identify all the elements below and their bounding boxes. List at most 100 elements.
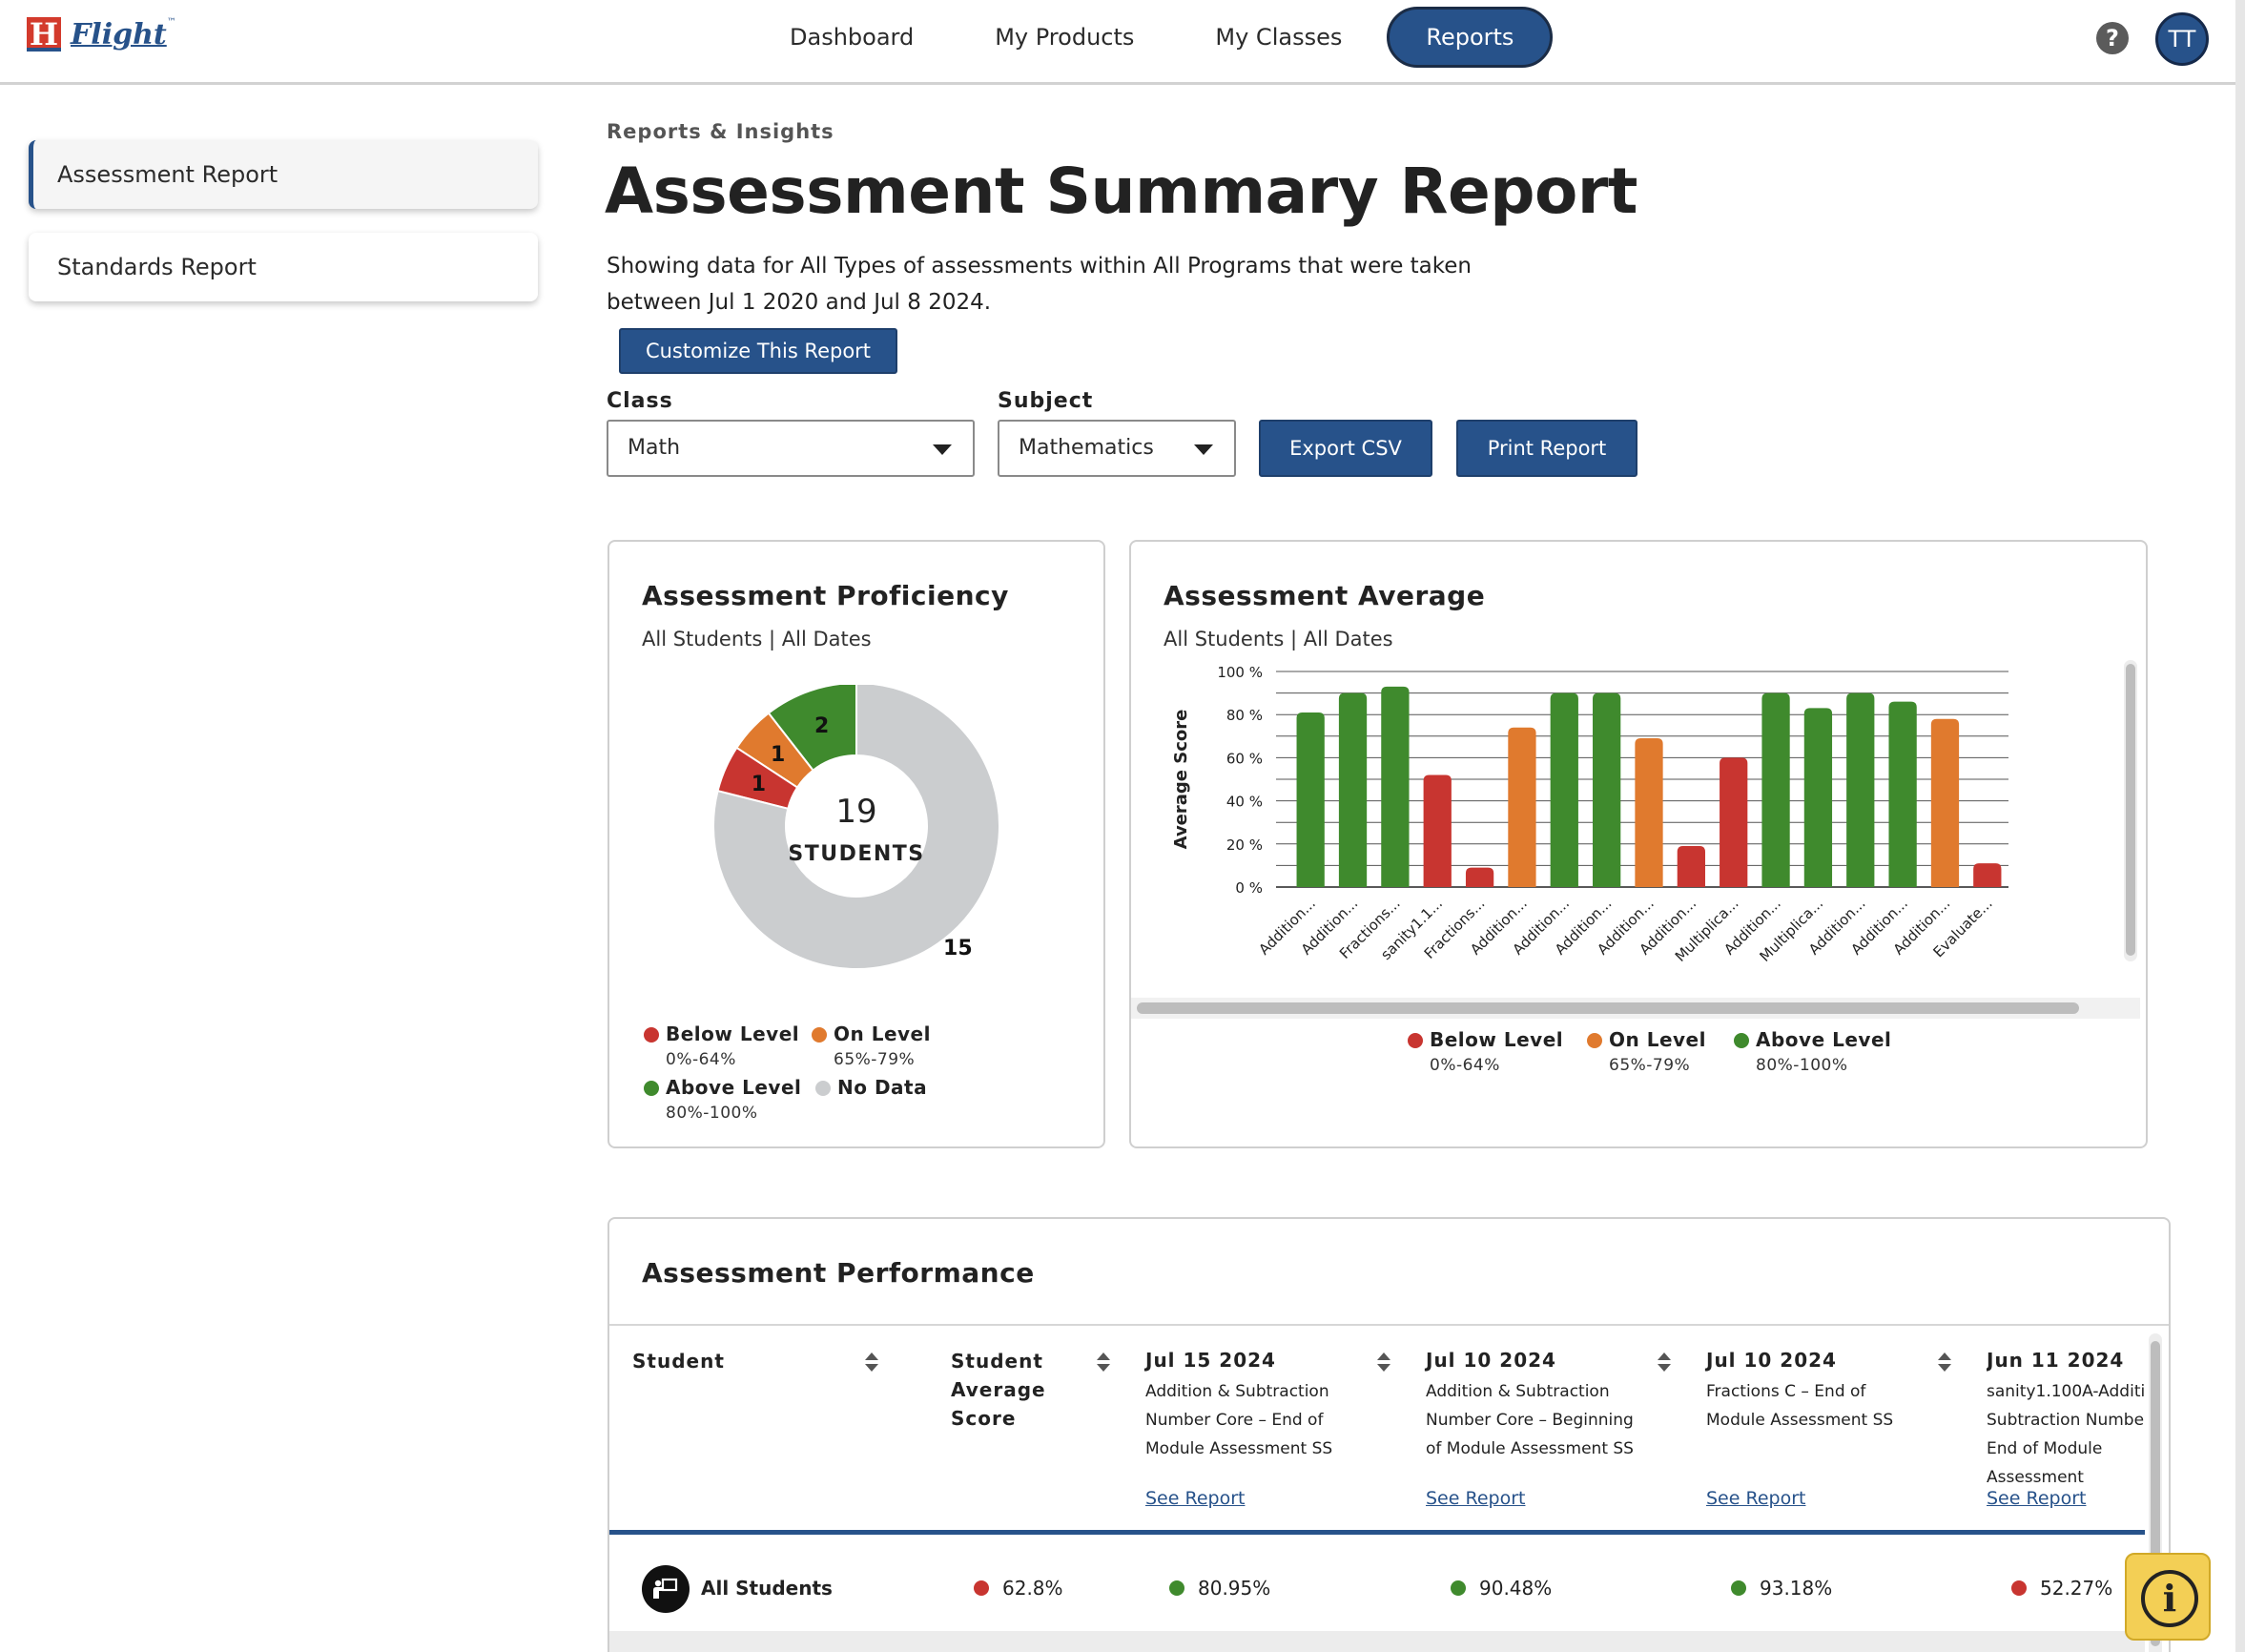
bar-17[interactable] [1973,863,2002,887]
customize-report-button[interactable]: Customize This Report [619,328,897,374]
score-value: 62.8% [1002,1577,1063,1600]
header-underline [609,1530,2145,1535]
nav-dashboard[interactable]: Dashboard [790,24,915,51]
sort-icon[interactable] [865,1353,878,1373]
sidebar-item-standards-report[interactable]: Standards Report [29,233,538,301]
slice-count-label: 2 [814,714,829,738]
chevron-down-icon [933,444,952,455]
bar-9[interactable] [1635,738,1663,887]
chart-vertical-scrollbar[interactable] [2124,660,2137,961]
sort-icon[interactable] [1377,1353,1390,1373]
export-csv-button[interactable]: Export CSV [1259,420,1432,477]
nav-my-classes[interactable]: My Classes [1215,24,1343,51]
print-report-button[interactable]: Print Report [1456,420,1637,477]
scrollbar-thumb[interactable] [2151,1341,2160,1646]
class-select[interactable]: Math [607,420,975,477]
bar-15[interactable] [1888,701,1917,887]
below-level-dot [644,1027,659,1043]
scrollbar-thumb[interactable] [2126,664,2135,956]
logo-trademark: ™ [166,17,176,28]
scrollbar-thumb[interactable] [1137,1002,2079,1014]
legend-range: 65%-79% [1609,1056,1691,1075]
table-row-divider [609,1631,2145,1652]
assessment-date[interactable]: Jun 11 2024 [1987,1349,2125,1372]
assessment-date[interactable]: Jul 15 2024 [1145,1349,1276,1372]
sort-icon[interactable] [1938,1353,1951,1373]
score-cell: 80.95% [1169,1577,1270,1600]
report-description: Showing data for All Types of assessment… [607,254,1473,315]
bar-5[interactable] [1465,867,1494,887]
assessment-name: Addition & Subtraction Number Core – Beg… [1426,1382,1634,1458]
chevron-down-icon [1194,444,1213,455]
donut-slice-no-data[interactable] [712,685,1000,970]
y-axis-label: Average Score [1171,710,1191,850]
bar-11[interactable] [1720,757,1748,887]
legend-range: 0%-64% [1430,1056,1500,1075]
above-level-dot [644,1081,659,1096]
y-tick-label: 60 % [1226,750,1263,767]
average-title: Assessment Average [1164,580,1486,611]
nav-my-products[interactable]: My Products [995,24,1135,51]
bar-1[interactable] [1296,712,1325,887]
bar-4[interactable] [1423,774,1452,887]
bar-16[interactable] [1930,718,1960,887]
legend-range: 65%-79% [834,1050,916,1069]
window-scrollbar-track[interactable] [2235,0,2245,1652]
legend-range: 80%-100% [666,1104,758,1123]
see-report-link[interactable]: See Report [1145,1488,1246,1509]
col-student[interactable]: Student [632,1350,725,1373]
assessment-name: Fractions C – End of Module Assessment S… [1706,1382,1894,1430]
bar-10[interactable] [1677,846,1705,887]
bar-13[interactable] [1803,708,1833,887]
bar-12[interactable] [1761,692,1790,887]
hmh-flight-logo[interactable]: H Flight ™ [27,15,176,53]
average-bar-chart: 0 %20 %40 %60 %80 %100 %Average ScoreAdd… [1171,664,2008,965]
page-title: Assessment Summary Report [605,155,1637,228]
nav-reports[interactable]: Reports [1387,7,1554,68]
legend-above-level: Above Level [644,1076,801,1099]
legend-no-data: No Data [815,1076,927,1099]
info-button[interactable]: i [2125,1553,2211,1641]
slice-count-label: 1 [771,743,785,767]
sort-icon[interactable] [1097,1353,1110,1373]
assessment-name: Addition & Subtraction Number Core – End… [1145,1382,1333,1458]
subject-select[interactable]: Mathematics [998,420,1236,477]
donut-center-count: 19 [835,793,876,831]
bar-3[interactable] [1381,686,1410,887]
see-report-link[interactable]: See Report [1706,1488,1806,1509]
y-tick-label: 100 % [1217,664,1263,681]
presenter-icon [653,1578,678,1599]
proficiency-card: Assessment Proficiency All Students | Al… [608,540,1105,1148]
legend-name: On Level [1609,1028,1706,1051]
assessment-name: sanity1.100A-Addition Subtraction Number… [1987,1382,2145,1487]
help-icon[interactable]: ? [2096,22,2129,54]
assessment-date[interactable]: Jul 10 2024 [1426,1349,1556,1372]
legend-below-level: Below Level [1408,1028,1563,1051]
col-student-average[interactable]: Student Average Score [951,1350,1046,1430]
assessment-date[interactable]: Jul 10 2024 [1706,1349,1837,1372]
see-report-link[interactable]: See Report [1426,1488,1526,1509]
see-report-link[interactable]: See Report [1987,1488,2087,1509]
chart-horizontal-scrollbar[interactable] [1131,998,2140,1019]
bar-2[interactable] [1338,692,1368,887]
bar-14[interactable] [1846,692,1875,887]
donut-center-label: STUDENTS [788,842,924,866]
legend-name: Above Level [666,1076,802,1099]
performance-card: Assessment Performance Student Student A… [608,1217,2171,1652]
logo-mark: H [27,17,61,52]
user-avatar[interactable]: TT [2155,12,2209,66]
slice-count-label: 15 [943,937,973,960]
bar-6[interactable] [1508,727,1536,887]
divider [609,1324,2169,1326]
legend-range: 80%-100% [1756,1056,1848,1075]
bar-8[interactable] [1593,692,1621,887]
y-tick-label: 20 % [1226,836,1263,854]
sort-icon[interactable] [1658,1353,1671,1373]
proficiency-title: Assessment Proficiency [642,580,1009,611]
bar-7[interactable] [1550,692,1578,887]
main-nav: Dashboard My Products My Classes Reports [753,7,1561,68]
average-subtitle: All Students | All Dates [1164,628,1393,650]
score-value: 80.95% [1198,1577,1271,1600]
score-value: 90.48% [1479,1577,1553,1600]
sidebar-item-assessment-report[interactable]: Assessment Report [29,140,538,209]
